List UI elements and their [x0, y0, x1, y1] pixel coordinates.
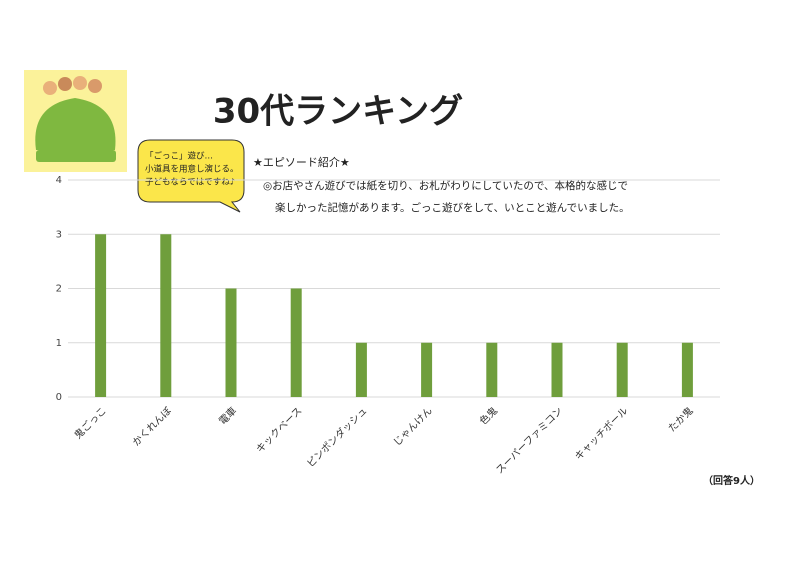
callout: 「ごっこ」遊び… 小道具を用意し演じる。 子どもならではですね♪ [137, 139, 245, 213]
x-tick-label: スーパーファミコン [494, 405, 566, 477]
bar [95, 234, 107, 397]
bar [160, 234, 172, 397]
bar [681, 342, 693, 397]
x-tick-label: キャッチボール [572, 405, 630, 463]
callout-line: 小道具を用意し演じる。 [145, 164, 239, 175]
callout-line: 「ごっこ」遊び… [145, 151, 213, 162]
callout-line: 子どもならではですね♪ [145, 178, 235, 188]
episode-heading: ★エピソード紹介★ [253, 156, 350, 169]
x-tick-label: 電車 [216, 404, 239, 427]
x-tick-label: ピンポンダッシュ [304, 404, 370, 470]
x-tick-label: たか鬼 [665, 404, 695, 434]
bar [421, 342, 433, 397]
y-tick-label: 4 [56, 175, 62, 186]
y-tick-label: 0 [56, 392, 62, 403]
x-tick-label: 色鬼 [477, 404, 500, 427]
logo [24, 70, 127, 172]
bar [616, 342, 628, 397]
x-tick-label: キックベース [254, 405, 305, 456]
y-tick-label: 3 [56, 229, 62, 240]
chart-title: 30代ランキング [213, 92, 463, 132]
note: （回答9人） [703, 474, 760, 487]
bar [551, 342, 563, 397]
bar [225, 288, 237, 397]
episode-line: ◎お店やさん遊びでは紙を切り、お札がわりにしていたので、本格的な感じで [263, 179, 628, 192]
bar [486, 342, 498, 397]
x-tick-label: かくれんぼ [130, 405, 174, 449]
y-tick-label: 1 [56, 338, 62, 349]
y-tick-label: 2 [56, 284, 62, 295]
x-tick-label: 鬼ごっこ [71, 404, 108, 441]
bar [355, 342, 367, 397]
bar [290, 288, 302, 397]
x-tick-label: じゃんけん [391, 405, 435, 449]
episode-line: 楽しかった記憶があります。ごっこ遊びをして、いとこと遊んでいました。 [275, 201, 630, 214]
